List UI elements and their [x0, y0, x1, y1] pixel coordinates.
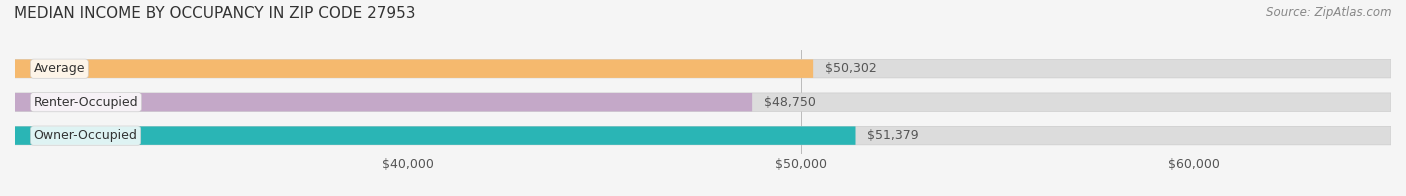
Text: $50,302: $50,302: [825, 62, 877, 75]
FancyBboxPatch shape: [15, 93, 1391, 111]
Text: $51,379: $51,379: [868, 129, 920, 142]
Text: $48,750: $48,750: [763, 96, 815, 109]
Text: MEDIAN INCOME BY OCCUPANCY IN ZIP CODE 27953: MEDIAN INCOME BY OCCUPANCY IN ZIP CODE 2…: [14, 6, 416, 21]
FancyBboxPatch shape: [15, 59, 1391, 78]
Text: Renter-Occupied: Renter-Occupied: [34, 96, 138, 109]
FancyBboxPatch shape: [15, 126, 1391, 145]
FancyBboxPatch shape: [15, 126, 855, 145]
FancyBboxPatch shape: [15, 93, 752, 111]
Text: Average: Average: [34, 62, 86, 75]
Text: Source: ZipAtlas.com: Source: ZipAtlas.com: [1267, 6, 1392, 19]
Text: Owner-Occupied: Owner-Occupied: [34, 129, 138, 142]
FancyBboxPatch shape: [15, 59, 813, 78]
